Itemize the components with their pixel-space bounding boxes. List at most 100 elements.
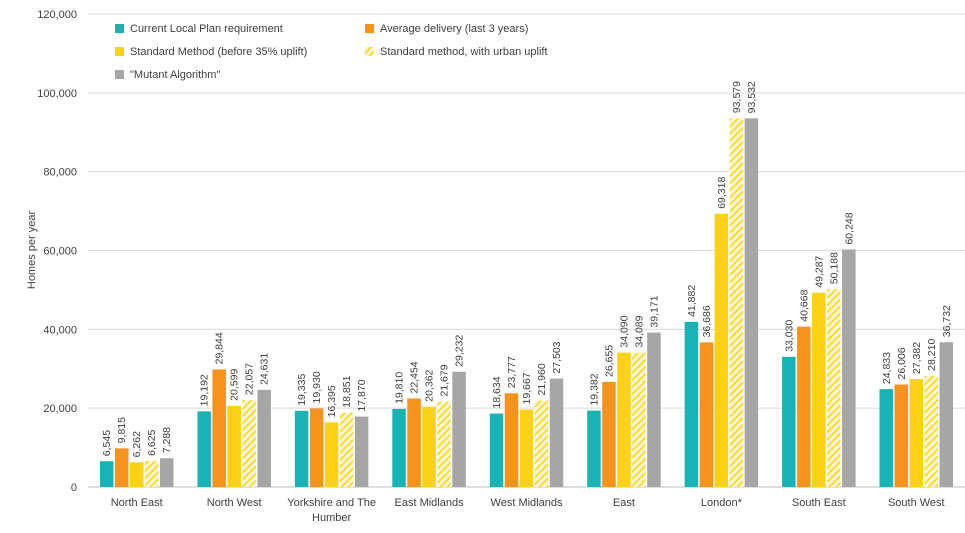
bars — [99, 118, 954, 488]
data-label: 19,667 — [521, 372, 533, 404]
data-label: 28,210 — [926, 339, 938, 371]
bar — [842, 249, 856, 487]
bar — [534, 400, 549, 487]
x-tick-label: West Midlands — [491, 497, 563, 509]
data-label: 18,851 — [341, 375, 353, 407]
data-label: 34,090 — [618, 315, 630, 347]
data-label: 22,454 — [409, 361, 421, 393]
x-tick-label: Humber — [312, 512, 351, 524]
bar — [714, 213, 729, 487]
data-label: 93,579 — [731, 81, 743, 113]
data-label: 17,870 — [356, 379, 368, 411]
data-label: 33,030 — [783, 320, 795, 352]
data-label: 26,655 — [603, 345, 615, 377]
data-label: 49,287 — [813, 255, 825, 287]
data-label: 6,625 — [146, 429, 158, 455]
bar — [729, 118, 744, 488]
data-label: 9,815 — [116, 417, 128, 443]
bar — [519, 409, 534, 487]
bar — [797, 326, 811, 487]
data-label: 22,057 — [244, 363, 256, 395]
data-label: 39,171 — [648, 295, 660, 327]
y-tick-label: 120,000 — [37, 9, 77, 21]
data-label: 7,288 — [161, 427, 173, 453]
x-tick-label: Yorkshire and The — [287, 497, 376, 509]
bar — [909, 379, 924, 487]
legend-swatch — [365, 47, 374, 56]
data-label: 27,503 — [551, 341, 563, 373]
data-label: 26,006 — [896, 347, 908, 379]
data-label: 34,089 — [633, 315, 645, 347]
data-label: 36,686 — [701, 305, 713, 337]
bar — [632, 352, 646, 487]
bar — [212, 369, 226, 487]
legend-label: Average delivery (last 3 years) — [380, 23, 528, 35]
bar — [257, 389, 271, 487]
bar — [827, 289, 841, 487]
x-tick-label: East — [613, 497, 635, 509]
x-tick-label: North West — [207, 497, 262, 509]
data-label: 23,777 — [506, 356, 518, 388]
bar — [894, 384, 909, 487]
data-label: 50,188 — [828, 252, 840, 284]
bar — [99, 461, 114, 487]
bar — [924, 375, 939, 487]
bar — [114, 448, 129, 487]
data-label: 36,732 — [941, 305, 953, 337]
data-label: 60,248 — [843, 212, 855, 244]
bar — [422, 406, 436, 487]
y-tick-label: 20,000 — [43, 403, 77, 415]
bar — [437, 401, 451, 487]
data-label: 40,668 — [798, 289, 810, 321]
data-label: 29,844 — [214, 332, 226, 364]
bar — [812, 292, 826, 487]
bar — [617, 352, 631, 487]
data-label: 29,232 — [454, 335, 466, 367]
bar — [452, 371, 466, 487]
bar — [504, 393, 519, 487]
legend-swatch — [115, 24, 124, 33]
legend-label: "Mutant Algorithm" — [130, 69, 220, 81]
bar — [684, 321, 699, 487]
x-tick-label: South East — [792, 497, 846, 509]
data-label: 19,810 — [394, 372, 406, 404]
bar — [242, 400, 256, 487]
bar — [354, 416, 369, 487]
x-tick-label: South West — [888, 497, 945, 509]
bar — [549, 378, 564, 487]
y-tick-label: 60,000 — [43, 246, 77, 258]
bar — [339, 412, 354, 487]
data-label: 93,532 — [746, 81, 758, 113]
data-label: 16,395 — [326, 385, 338, 417]
y-tick-label: 80,000 — [43, 167, 77, 179]
data-label: 24,631 — [259, 353, 271, 385]
bar — [309, 408, 324, 487]
bar — [782, 356, 796, 487]
legend-swatch — [115, 47, 124, 56]
bar — [159, 458, 174, 487]
data-label: 19,382 — [588, 373, 600, 405]
bar — [699, 342, 714, 487]
legend: Current Local Plan requirement Average de… — [115, 23, 548, 81]
data-label: 6,262 — [131, 431, 143, 457]
data-label: 20,599 — [229, 369, 241, 401]
data-label: 19,930 — [311, 371, 323, 403]
y-tick-label: 0 — [71, 482, 77, 494]
data-label: 6,545 — [101, 430, 113, 456]
bar — [879, 389, 894, 487]
bar — [144, 460, 159, 487]
bar — [197, 411, 211, 487]
bar — [324, 422, 339, 487]
y-axis-title: Homes per year — [26, 211, 38, 290]
y-tick-label: 100,000 — [37, 88, 77, 100]
data-label: 69,318 — [716, 176, 728, 208]
bar — [647, 332, 661, 487]
x-tick-label: London* — [701, 497, 743, 509]
data-label: 27,382 — [911, 342, 923, 374]
legend-label: Current Local Plan requirement — [130, 23, 283, 35]
legend-swatch — [115, 70, 124, 79]
bar — [587, 410, 601, 487]
x-tick-label: East Midlands — [395, 497, 465, 509]
